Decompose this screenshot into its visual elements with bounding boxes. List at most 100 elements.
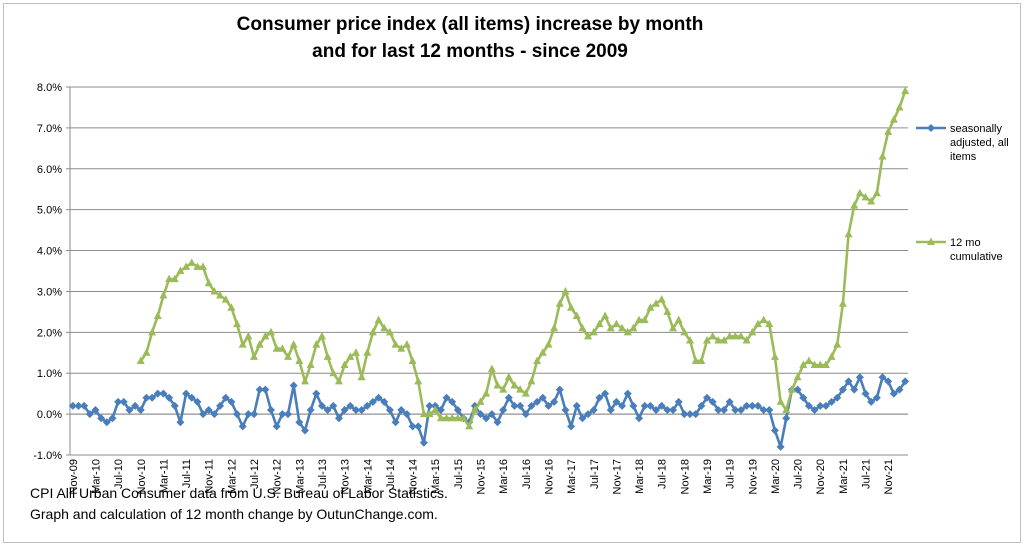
data-point [872, 188, 881, 197]
data-point [165, 393, 174, 402]
data-point [618, 323, 627, 332]
data-point [238, 340, 247, 348]
data-point [748, 327, 757, 336]
data-point [482, 389, 491, 397]
data-point [533, 397, 542, 406]
data-point [159, 389, 168, 398]
data-point [142, 348, 151, 356]
data-point [323, 352, 332, 360]
x-tick-label: Nov-12 [272, 459, 284, 494]
data-point [97, 414, 106, 423]
data-point [204, 278, 213, 287]
data-point [272, 422, 281, 431]
data-point [629, 401, 638, 410]
data-point [91, 406, 100, 415]
data-point [476, 397, 485, 405]
data-point [289, 340, 298, 348]
data-point [719, 336, 728, 344]
x-tick-label: Mar-18 [634, 459, 646, 494]
data-point [635, 414, 644, 423]
data-point [878, 373, 887, 382]
data-point [686, 336, 695, 344]
data-point [380, 397, 389, 406]
y-tick-label: 5.0% [37, 205, 62, 217]
data-point [601, 389, 610, 398]
data-point [340, 406, 349, 415]
data-point [504, 372, 513, 381]
data-point [419, 409, 428, 418]
data-point [176, 418, 185, 427]
data-point [250, 410, 259, 419]
data-point [431, 405, 440, 414]
data-point [402, 410, 411, 419]
x-tick-label: Jul-15 [453, 459, 465, 489]
data-point [510, 380, 519, 389]
data-point [533, 356, 542, 364]
x-tick-label: Jul-12 [249, 459, 261, 489]
data-point [872, 393, 881, 402]
data-point [210, 410, 219, 419]
data-point [397, 406, 406, 415]
data-point [442, 393, 451, 402]
data-point [567, 303, 576, 311]
data-point [357, 372, 366, 381]
data-point [153, 389, 162, 398]
y-tick-label: 8.0% [37, 82, 62, 94]
x-tick-label: Nov-17 [611, 459, 623, 494]
data-point [385, 406, 394, 415]
data-point [374, 315, 383, 324]
data-point [867, 397, 876, 406]
data-point [493, 380, 502, 389]
data-point [884, 127, 893, 135]
data-point [368, 327, 377, 336]
data-point [482, 414, 491, 423]
data-point [799, 393, 808, 402]
data-point [323, 406, 332, 415]
data-point [521, 410, 530, 419]
data-point [80, 401, 89, 410]
data-point [544, 340, 553, 348]
data-point [810, 406, 819, 415]
data-point [346, 352, 355, 360]
data-point [770, 352, 779, 360]
data-point [136, 406, 145, 415]
data-point [844, 229, 853, 238]
data-point [510, 401, 519, 410]
series-line-monthly [72, 376, 907, 449]
data-point [487, 410, 496, 419]
data-point [278, 410, 287, 419]
y-tick-label: 1.0% [37, 368, 62, 380]
data-point [838, 299, 847, 307]
x-tick-label: Mar-11 [158, 459, 170, 493]
data-point [250, 352, 259, 360]
data-point [612, 319, 621, 328]
data-point [402, 340, 411, 348]
x-tick-label: Nov-21 [883, 459, 895, 494]
data-point [391, 418, 400, 427]
data-point [640, 315, 649, 324]
data-point [425, 409, 434, 418]
data-point [414, 422, 423, 431]
data-point [499, 385, 508, 393]
data-point [618, 401, 627, 410]
data-point [674, 397, 683, 406]
y-tick-label: 3.0% [37, 286, 62, 298]
data-point [793, 385, 802, 394]
data-point [901, 86, 910, 95]
diamond-legend-marker-icon [927, 124, 935, 132]
data-point [657, 401, 666, 410]
x-tick-label: Mar-20 [770, 459, 782, 494]
data-point [708, 397, 717, 406]
x-tick-label: Mar-17 [566, 459, 578, 494]
data-point [629, 323, 638, 332]
data-point [702, 336, 711, 344]
data-point [351, 406, 360, 415]
data-point [850, 385, 859, 394]
data-point [708, 331, 717, 340]
data-point [312, 389, 321, 398]
data-point [329, 368, 338, 377]
data-point [850, 201, 859, 209]
chart-frame [3, 3, 1021, 543]
data-point [731, 406, 740, 415]
data-point [334, 376, 343, 385]
